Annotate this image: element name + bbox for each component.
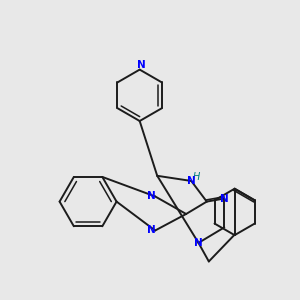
Text: H: H (192, 172, 200, 182)
Text: N: N (220, 194, 229, 203)
Text: N: N (147, 191, 155, 201)
Text: N: N (194, 238, 203, 248)
Text: N: N (187, 176, 196, 186)
Text: N: N (147, 226, 155, 236)
Text: N: N (136, 60, 145, 70)
